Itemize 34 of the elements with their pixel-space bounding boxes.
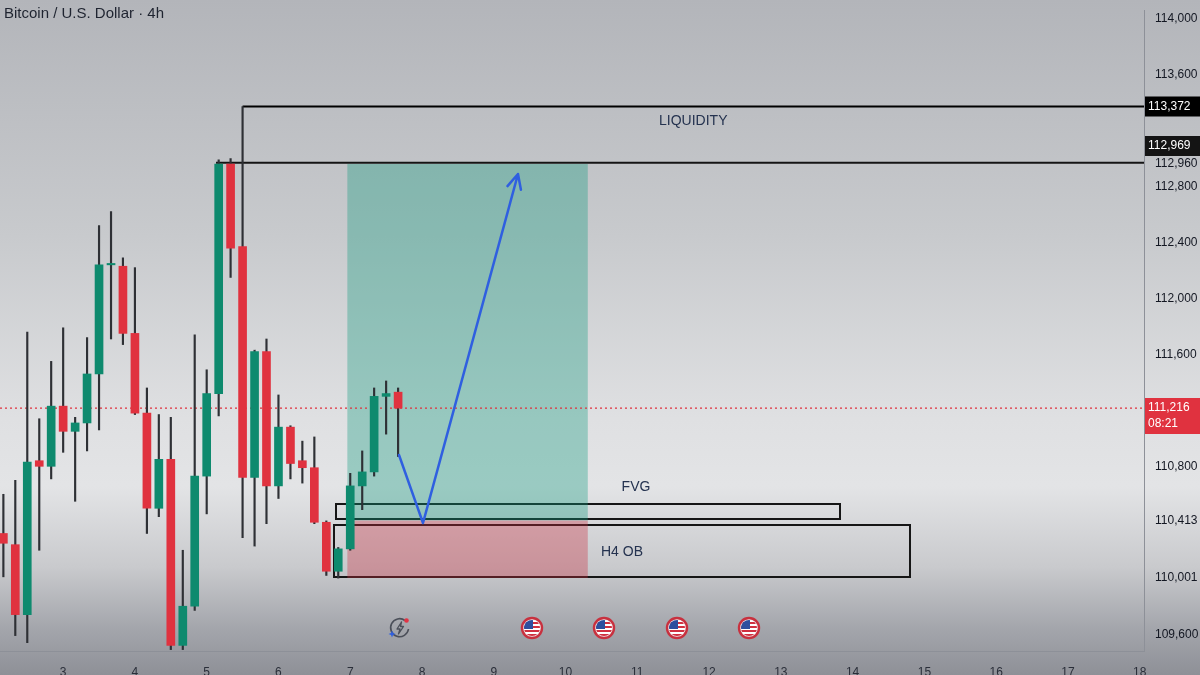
- y-tick-label: 112,800: [1155, 178, 1198, 193]
- data-label: 113,372: [1148, 98, 1191, 113]
- series-label: LIQUIDITY: [659, 112, 729, 129]
- x-tick-label: 8: [418, 664, 426, 675]
- y-tick-label: 112,960: [1155, 156, 1198, 171]
- data-label: 112,969: [1148, 138, 1191, 153]
- x-tick-label: 6: [275, 664, 283, 675]
- x-tick-label: 13: [774, 664, 788, 675]
- x-tick-label: 11: [631, 664, 644, 675]
- x-tick-label: 15: [917, 664, 932, 675]
- x-tick-label: 4: [131, 664, 139, 675]
- x-tick-label: 7: [346, 664, 354, 675]
- chart-title: Bitcoin / U.S. Dollar · 4h: [4, 4, 165, 21]
- x-tick-label: 5: [203, 664, 211, 675]
- y-tick-label: 110,001: [1155, 570, 1198, 585]
- y-tick-label: 113,600: [1155, 66, 1198, 81]
- x-tick-label: 18: [1133, 664, 1147, 675]
- y-tick-label: 112,000: [1155, 290, 1198, 305]
- x-tick-label: 17: [1061, 664, 1075, 675]
- y-tick-label: 110,413: [1155, 512, 1198, 527]
- y-tick-label: 110,800: [1155, 458, 1198, 473]
- x-tick-label: 10: [558, 664, 573, 675]
- annotation: FVG: [621, 478, 651, 494]
- x-tick-label: 14: [845, 664, 860, 675]
- annotation: H4 OB: [600, 543, 644, 559]
- ref-line-label: 111,216 08:21: [1148, 400, 1190, 431]
- y-tick-label: 114,000: [1155, 10, 1198, 25]
- x-tick-label: 3: [59, 664, 67, 675]
- y-tick-label: 111,600: [1155, 346, 1197, 361]
- x-tick-label: 12: [702, 664, 717, 675]
- x-tick-label: 9: [490, 664, 498, 675]
- x-tick-label: 16: [989, 664, 1004, 675]
- y-tick-label: 112,400: [1155, 234, 1198, 249]
- y-tick-label: 109,600: [1155, 626, 1199, 641]
